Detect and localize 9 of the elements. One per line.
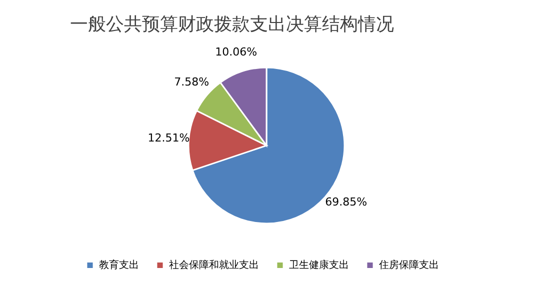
- data-label: 7.58%: [174, 75, 210, 88]
- legend-label: 社会保障和就业支出: [169, 259, 259, 272]
- data-label: 10.06%: [215, 45, 258, 58]
- chart-title: 一般公共预算财政拨款支出决算结构情况: [70, 14, 394, 35]
- data-label: 69.85%: [325, 196, 368, 209]
- legend-label: 卫生健康支出: [289, 259, 349, 272]
- data-label: 12.51%: [148, 132, 190, 145]
- legend-label: 住房保障支出: [379, 259, 439, 272]
- legend-label: 教育支出: [99, 259, 139, 272]
